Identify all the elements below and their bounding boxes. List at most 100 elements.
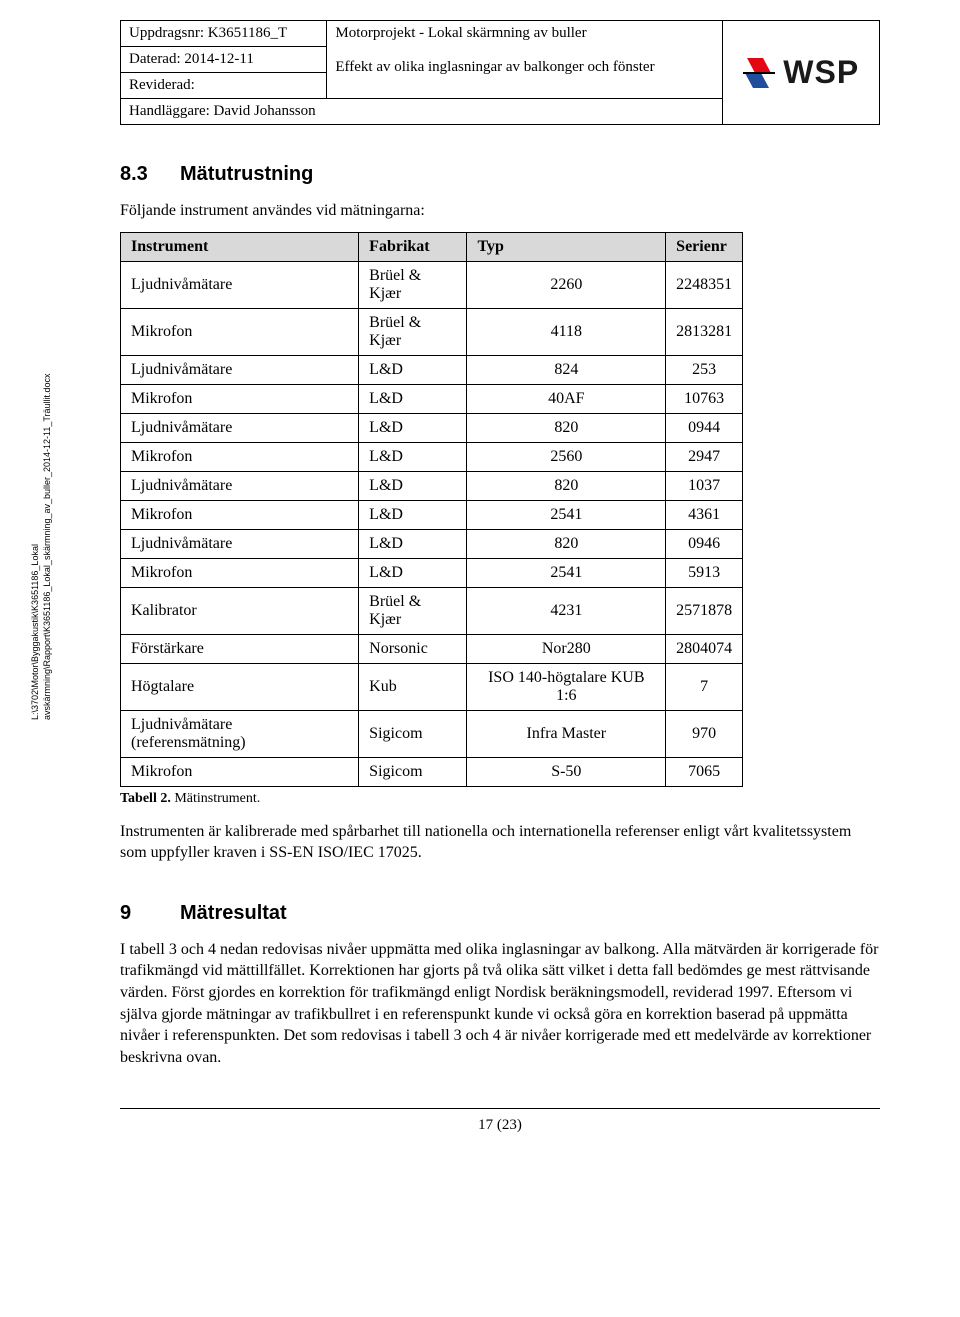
header-title-line2: Effekt av olika inglasningar av balkonge… <box>335 59 654 75</box>
header-daterad: Daterad: 2014-12-11 <box>121 47 327 73</box>
table-cell: L&D <box>359 529 467 558</box>
table-cell: Kalibrator <box>121 587 359 634</box>
section-8-3-title: Mätutrustning <box>180 163 313 185</box>
section-9-title: Mätresultat <box>180 902 287 924</box>
table-cell: 824 <box>467 355 666 384</box>
table-cell: 2541 <box>467 558 666 587</box>
table-cell: Brüel & Kjær <box>359 261 467 308</box>
table-cell: Ljudnivåmätare <box>121 355 359 384</box>
table-cell: L&D <box>359 500 467 529</box>
table-row: KalibratorBrüel & Kjær42312571878 <box>121 587 743 634</box>
table-cell: 820 <box>467 529 666 558</box>
section-9-body: I tabell 3 och 4 nedan redovisas nivåer … <box>120 939 880 1069</box>
table-row: MikrofonL&D25602947 <box>121 442 743 471</box>
table-cell: 4361 <box>666 500 743 529</box>
table-row: LjudnivåmätareL&D8200944 <box>121 413 743 442</box>
calibration-paragraph: Instrumenten är kalibrerade med spårbarh… <box>120 821 880 864</box>
table-cell: Kub <box>359 663 467 710</box>
table-row: MikrofonBrüel & Kjær41182813281 <box>121 308 743 355</box>
section-8-3-heading: 8.3Mätutrustning <box>120 163 880 186</box>
table-row: MikrofonL&D25415913 <box>121 558 743 587</box>
table-cell: Ljudnivåmätare <box>121 413 359 442</box>
footer-separator <box>120 1108 880 1109</box>
table-cell: L&D <box>359 355 467 384</box>
section-8-3-intro: Följande instrument användes vid mätning… <box>120 200 880 222</box>
table-cell: 2541 <box>467 500 666 529</box>
table-cell: 0946 <box>666 529 743 558</box>
table-row: MikrofonL&D25414361 <box>121 500 743 529</box>
table-cell: 7065 <box>666 757 743 786</box>
table-caption-label: Tabell 2. <box>120 791 171 806</box>
wsp-logo-text: WSP <box>783 54 859 91</box>
header-title: Motorprojekt - Lokal skärmning av buller… <box>327 21 723 99</box>
section-8-3-num: 8.3 <box>120 163 180 186</box>
table-cell: Mikrofon <box>121 384 359 413</box>
wsp-logo-icon <box>743 56 779 90</box>
table-cell: Mikrofon <box>121 558 359 587</box>
table-cell: 7 <box>666 663 743 710</box>
header-uppdragsnr: Uppdragsnr: K3651186_T <box>121 21 327 47</box>
table-cell: L&D <box>359 558 467 587</box>
table-cell: 0944 <box>666 413 743 442</box>
table-cell: Brüel & Kjær <box>359 308 467 355</box>
table-cell: Brüel & Kjær <box>359 587 467 634</box>
table-row: MikrofonL&D40AF10763 <box>121 384 743 413</box>
table-header: Serienr <box>666 232 743 261</box>
table-cell: 820 <box>467 413 666 442</box>
table-cell: 40AF <box>467 384 666 413</box>
table-cell: 2560 <box>467 442 666 471</box>
table-cell: L&D <box>359 471 467 500</box>
table-row: FörstärkareNorsonicNor2802804074 <box>121 634 743 663</box>
table-cell: 253 <box>666 355 743 384</box>
table-row: LjudnivåmätareL&D8200946 <box>121 529 743 558</box>
page-number: 17 (23) <box>120 1117 880 1134</box>
table-cell: L&D <box>359 413 467 442</box>
table-cell: 2813281 <box>666 308 743 355</box>
header-title-line1: Motorprojekt - Lokal skärmning av buller <box>335 25 586 41</box>
table-cell: Infra Master <box>467 710 666 757</box>
table-cell: Mikrofon <box>121 308 359 355</box>
table-cell: Ljudnivåmätare <box>121 529 359 558</box>
table-cell: L&D <box>359 384 467 413</box>
table-cell: Norsonic <box>359 634 467 663</box>
table-caption-text: Mätinstrument. <box>174 791 260 806</box>
table-cell: Ljudnivåmätare <box>121 471 359 500</box>
table-cell: Ljudnivåmätare (referensmätning) <box>121 710 359 757</box>
document-path-sidetext: L:\3702\Motor\Byggakustik\K3651186_Lokal… <box>30 373 53 720</box>
table-caption: Tabell 2. Mätinstrument. <box>120 791 880 807</box>
table-cell: Nor280 <box>467 634 666 663</box>
section-9-num: 9 <box>120 902 180 925</box>
table-header: Fabrikat <box>359 232 467 261</box>
section-9-heading: 9Mätresultat <box>120 902 880 925</box>
table-cell: Ljudnivåmätare <box>121 261 359 308</box>
table-row: LjudnivåmätareL&D824253 <box>121 355 743 384</box>
table-cell: 2260 <box>467 261 666 308</box>
header-reviderad: Reviderad: <box>121 73 327 99</box>
table-header-row: Instrument Fabrikat Typ Serienr <box>121 232 743 261</box>
table-cell: Sigicom <box>359 710 467 757</box>
table-row: Ljudnivåmätare (referensmätning)SigicomI… <box>121 710 743 757</box>
sidetext-line2: avskärmning\Rapport\K3651186_Lokal_skärm… <box>42 373 52 720</box>
table-cell: Förstärkare <box>121 634 359 663</box>
table-cell: 5913 <box>666 558 743 587</box>
table-cell: Mikrofon <box>121 442 359 471</box>
table-header: Instrument <box>121 232 359 261</box>
instrument-table: Instrument Fabrikat Typ Serienr Ljudnivå… <box>120 232 743 787</box>
table-cell: L&D <box>359 442 467 471</box>
document-header: Uppdragsnr: K3651186_T Motorprojekt - Lo… <box>120 20 880 125</box>
table-cell: 970 <box>666 710 743 757</box>
table-row: LjudnivåmätareBrüel & Kjær22602248351 <box>121 261 743 308</box>
table-cell: ISO 140-högtalare KUB 1:6 <box>467 663 666 710</box>
table-cell: 2248351 <box>666 261 743 308</box>
sidetext-line1: L:\3702\Motor\Byggakustik\K3651186_Lokal <box>30 544 40 720</box>
table-cell: 2804074 <box>666 634 743 663</box>
table-row: LjudnivåmätareL&D8201037 <box>121 471 743 500</box>
table-cell: 2947 <box>666 442 743 471</box>
table-cell: Sigicom <box>359 757 467 786</box>
table-cell: Högtalare <box>121 663 359 710</box>
header-logo-cell: WSP <box>723 21 880 125</box>
table-row: HögtalareKubISO 140-högtalare KUB 1:67 <box>121 663 743 710</box>
table-header: Typ <box>467 232 666 261</box>
table-cell: 4118 <box>467 308 666 355</box>
table-cell: 10763 <box>666 384 743 413</box>
